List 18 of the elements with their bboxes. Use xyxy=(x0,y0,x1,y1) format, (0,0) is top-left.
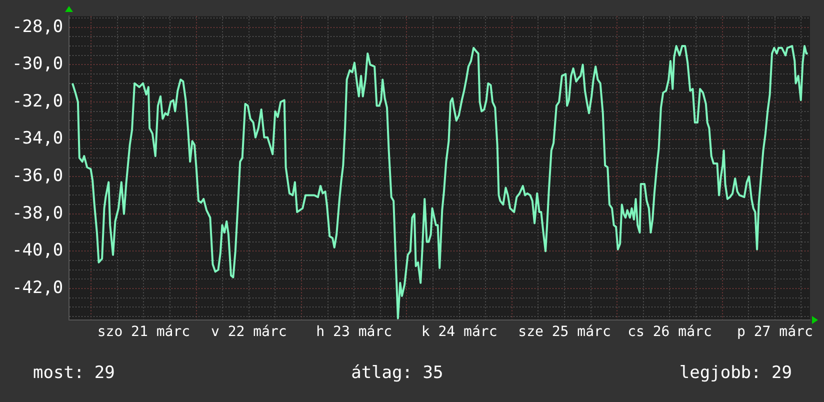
x-tick-label: k 24 márc xyxy=(421,324,498,340)
text: most: 29 xyxy=(33,363,115,383)
y-tick-label: -38,0 xyxy=(12,203,64,224)
y-tick-label: -36,0 xyxy=(12,166,64,186)
text: legjobb: 29 xyxy=(679,363,792,383)
x-tick-label: cs 26 márc xyxy=(628,324,712,340)
y-tick-label: -34,0 xyxy=(12,128,64,149)
x-tick-label: sze 25 márc xyxy=(518,324,611,340)
y-tick-label: -30,0 xyxy=(12,54,64,74)
y-tick-label: -28,0 xyxy=(12,16,64,37)
x-tick-label: szo 21 márc xyxy=(97,324,190,340)
y-tick-label: -40,0 xyxy=(12,240,64,261)
x-tick-label: v 22 márc xyxy=(210,324,287,340)
y-tick-label: -42,0 xyxy=(12,278,64,298)
x-tick-label: h 23 márc xyxy=(316,324,392,340)
text: átlag: 35 xyxy=(351,363,444,383)
x-tick-label: p 27 márc xyxy=(737,324,813,340)
y-tick-label: -32,0 xyxy=(12,91,64,112)
